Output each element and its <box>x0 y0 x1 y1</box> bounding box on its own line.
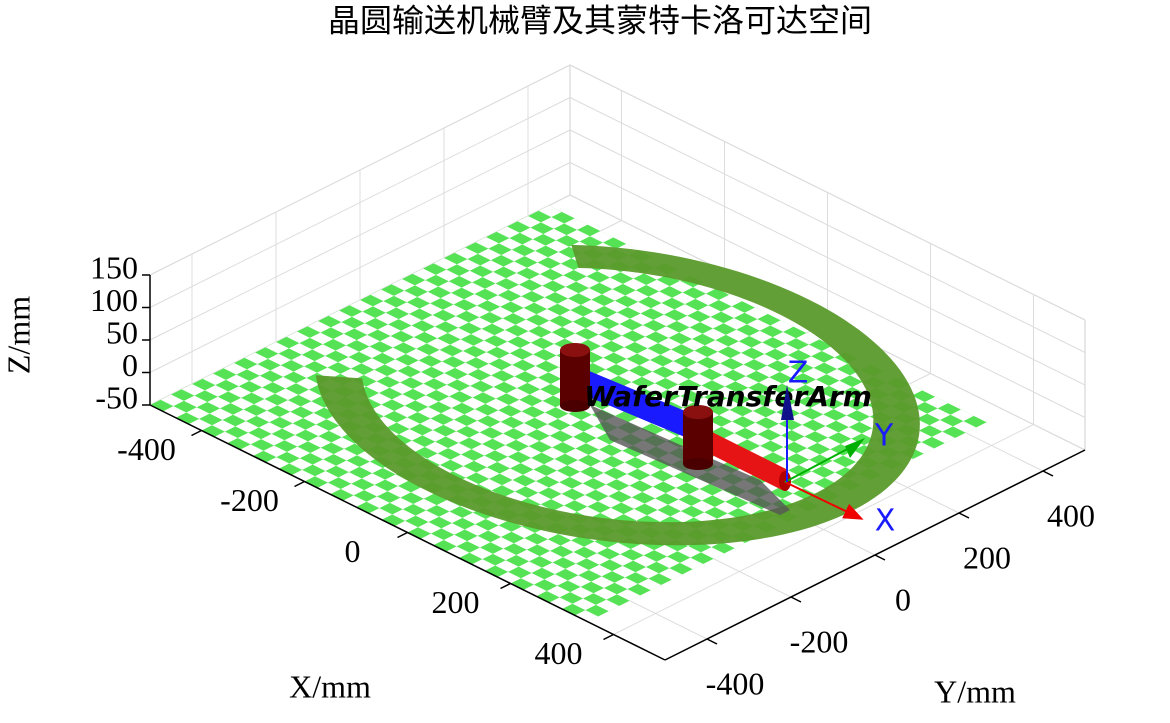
frame-label: Y <box>874 419 894 454</box>
y-tick <box>1042 470 1054 477</box>
x-tick-label: -200 <box>220 482 279 518</box>
axes: -400-2000200400-400-2000200400-500501001… <box>90 249 1095 701</box>
x-tick <box>603 633 614 641</box>
x-tick-label: 200 <box>432 584 480 620</box>
z-tick-label: 0 <box>122 347 138 383</box>
grid-line <box>613 424 1034 635</box>
frame-label: Z <box>788 356 809 391</box>
robot: WaferTransferArm X Y Z <box>560 343 895 539</box>
y-tick <box>958 512 970 519</box>
y-tick-label: 400 <box>1047 497 1095 533</box>
link-1 <box>572 368 702 440</box>
joint-1 <box>560 350 590 406</box>
x-tick <box>397 531 408 539</box>
y-axis-label: Y/mm <box>934 673 1016 709</box>
y-tick <box>706 638 718 645</box>
x-tick <box>294 480 305 488</box>
x-tick <box>191 429 202 437</box>
y-tick-label: 200 <box>963 539 1011 575</box>
z-tick-label: 100 <box>90 282 138 318</box>
frame-label: X <box>875 504 896 539</box>
y-tick-label: -200 <box>790 623 849 659</box>
y-tick <box>790 596 802 603</box>
x-tick-label: 0 <box>345 533 361 569</box>
x-tick <box>500 582 511 590</box>
z-tick-label: -50 <box>95 379 138 415</box>
z-tick-label: 150 <box>90 249 138 285</box>
joint-1-top <box>560 343 590 357</box>
y-tick-label: -400 <box>706 665 765 701</box>
chart-title: 晶圆输送机械臂及其蒙特卡洛可达空间 <box>328 2 872 38</box>
joint-1-bottom <box>560 400 590 412</box>
x-tick-label: -400 <box>117 431 176 467</box>
z-axis-label: Z/mm <box>0 296 36 374</box>
frame-y-axis <box>784 444 856 483</box>
joint-2 <box>683 412 713 464</box>
z-tick-label: 50 <box>106 314 138 350</box>
x-tick-label: 400 <box>535 635 583 671</box>
link-2 <box>698 428 788 490</box>
x-axis-label: X/mm <box>289 668 371 704</box>
joint-2-top <box>683 405 713 419</box>
y-tick <box>874 554 886 561</box>
frame-x-axis <box>784 481 864 520</box>
y-tick-label: 0 <box>895 581 911 617</box>
frame-y-head <box>845 438 865 458</box>
frame-z-head <box>781 385 794 420</box>
robot-name: WaferTransferArm <box>584 380 872 413</box>
joint-2-bottom <box>683 458 713 470</box>
